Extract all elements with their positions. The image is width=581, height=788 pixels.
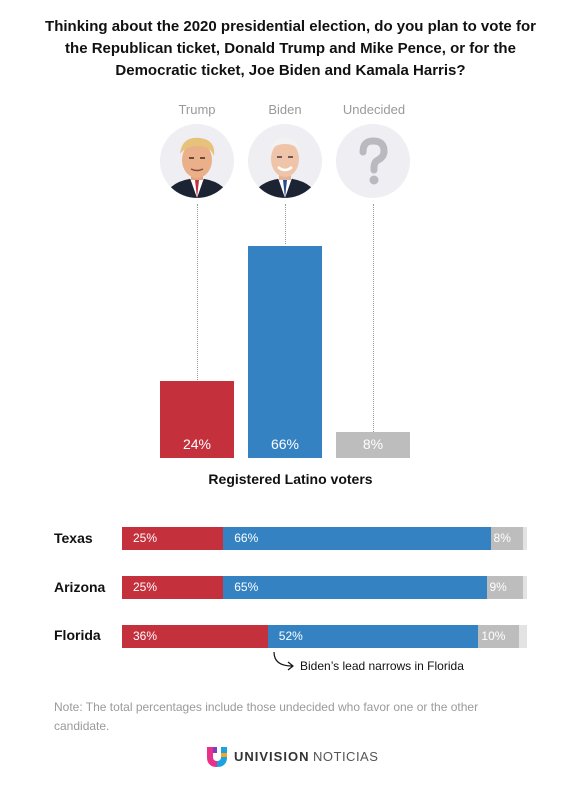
univision-logo: UNIVISION NOTICIAS [205,743,405,771]
segment-texas-biden [223,527,491,550]
bar-biden [248,246,322,458]
candidate-name-trump: Trump [178,102,216,117]
chart-subtitle: Registered Latino voters [208,471,373,487]
annotation-text: Biden’s lead narrows in Florida [300,659,464,673]
state-label-arizona: Arizona [54,579,106,595]
candidate-name-biden: Biden [268,102,302,117]
segment-florida-trump [122,625,268,648]
segment-label-arizona-biden: 65% [234,580,259,594]
segment-arizona-biden [223,576,487,599]
footnote: Note: The total percentages include thos… [54,700,479,733]
segment-label-arizona-trump: 25% [133,580,158,594]
bar-undecided [336,432,410,458]
segment-arizona-undecided [486,576,523,599]
annotation-arrow-icon [273,651,294,671]
segment-label-florida-trump: 36% [133,629,158,643]
connector-line-undecided [373,204,374,432]
connector-line-trump [197,204,198,380]
segment-label-texas-biden: 66% [234,531,259,545]
segment-label-florida-biden: 52% [278,629,303,643]
stacked-bar-texas: 25% 66% 8% [122,527,527,550]
segment-label-arizona-undecided: 9% [489,580,507,594]
univision-mark-icon [207,747,227,767]
stacked-bar-arizona: 25% 65% 9% [122,576,527,599]
stacked-bar-florida: 36% 52% 10% [122,625,527,648]
bar-trump [160,381,234,458]
segment-label-texas-undecided: 8% [493,531,511,545]
logo-sub-text: NOTICIAS [313,749,379,764]
trump-portrait-icon [160,124,234,198]
bar-label-trump: 24% [182,436,212,452]
segment-florida-undecided [478,625,519,648]
connector-line-biden [285,204,286,244]
segment-texas-undecided [490,527,523,550]
chart-title: Thinking about the 2020 presidential ele… [45,18,536,79]
bar-label-undecided: 8% [362,436,384,452]
segment-texas-trump [122,527,224,550]
biden-portrait-icon [248,124,322,198]
segment-florida-biden [267,625,479,648]
candidate-name-undecided: Undecided [342,102,406,117]
segment-label-texas-trump: 25% [133,531,158,545]
bar-label-biden: 66% [270,436,300,452]
question-mark-icon [336,124,410,198]
logo-brand-text: UNIVISION [234,749,310,764]
segment-label-florida-undecided: 10% [481,629,506,643]
segment-arizona-trump [122,576,224,599]
state-label-texas: Texas [54,530,93,546]
state-label-florida: Florida [54,627,101,643]
